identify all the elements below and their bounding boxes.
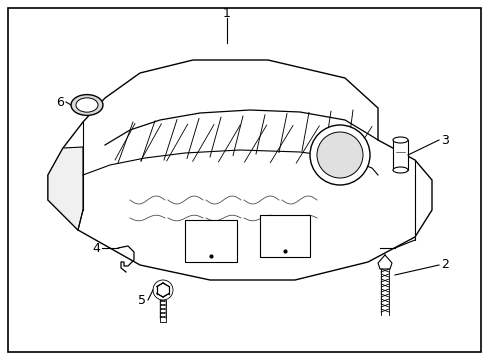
Ellipse shape	[76, 98, 98, 112]
Polygon shape	[48, 147, 83, 230]
Bar	[184, 220, 237, 262]
Ellipse shape	[392, 167, 407, 173]
Circle shape	[309, 125, 369, 185]
Text: 5: 5	[138, 293, 146, 306]
Ellipse shape	[71, 95, 103, 116]
Bar	[260, 215, 309, 257]
Ellipse shape	[392, 137, 407, 143]
Text: 3: 3	[440, 134, 448, 147]
Bar	[392, 140, 407, 170]
Polygon shape	[48, 60, 431, 280]
Text: 1: 1	[223, 6, 230, 19]
Text: 6: 6	[56, 95, 64, 108]
Text: 2: 2	[440, 258, 448, 271]
Polygon shape	[377, 255, 391, 269]
Circle shape	[316, 132, 362, 178]
Text: 4: 4	[92, 242, 100, 255]
Circle shape	[153, 280, 173, 300]
